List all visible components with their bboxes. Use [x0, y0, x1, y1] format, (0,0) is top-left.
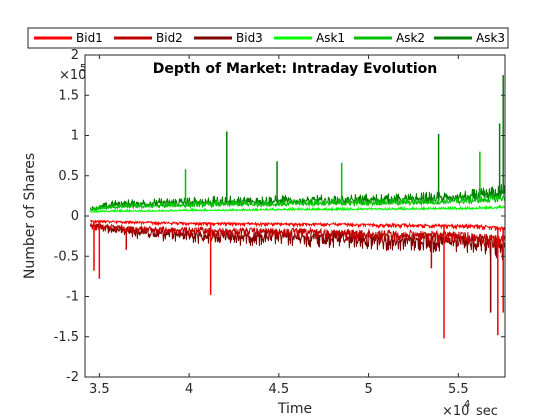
y-axis-exponent: ×10 5 [59, 63, 86, 83]
y-tick-label: 0.5 [58, 169, 79, 184]
x-axis-exponent: ×10 4 sec [442, 399, 498, 419]
legend[interactable]: Bid1 Bid2 Bid3 Ask1 Ask2 Ask3 [27, 27, 509, 49]
y-tick-label: 1.5 [58, 88, 79, 103]
legend-box [27, 27, 509, 49]
x-exponent-base: ×10 [442, 404, 469, 419]
series-line-bid1 [90, 219, 505, 233]
x-tick-label: 5.5 [448, 382, 469, 397]
x-tick-label: 4 [185, 382, 193, 397]
y-exponent-power: 5 [80, 63, 86, 74]
chart-title: Depth of Market: Intraday Evolution [153, 61, 438, 77]
y-tick-label: 1 [71, 129, 79, 144]
plot-area [85, 55, 505, 377]
legend-label-ask1: Ask1 [316, 31, 345, 45]
y-tick-label: -1 [66, 290, 79, 305]
y-axis-label: Number of Shares [22, 153, 38, 279]
x-tick-label: 3.5 [89, 382, 110, 397]
y-tick-label: 0 [71, 209, 79, 224]
series-line-bid3 [89, 221, 505, 261]
y-exponent-base: ×10 [59, 68, 86, 83]
y-tick-label: -2 [66, 370, 79, 385]
legend-label-bid1: Bid1 [76, 31, 103, 45]
series-line-ask2 [90, 193, 505, 212]
y-tick-label: 2 [71, 48, 79, 63]
x-exponent-power: 4 [464, 399, 470, 410]
x-tick-label: 5 [364, 382, 372, 397]
series-line-ask1 [89, 204, 505, 214]
legend-label-ask2: Ask2 [396, 31, 425, 45]
legend-label-bid3: Bid3 [236, 31, 263, 45]
legend-label-ask3: Ask3 [476, 31, 505, 45]
y-tick-label: -0.5 [54, 249, 79, 264]
x-tick-label: 4.5 [269, 382, 290, 397]
axes-layer: 3.5 4 4.5 5 5.5 -2 -1.5 -1 -0.5 0 0.5 1 1.5 2 [54, 48, 506, 397]
y-tick-label: -1.5 [54, 330, 79, 345]
legend-label-bid2: Bid2 [156, 31, 183, 45]
x-axis-label: Time [277, 401, 312, 417]
x-exponent-unit: sec [476, 404, 498, 419]
series-line-bid2 [90, 223, 505, 249]
